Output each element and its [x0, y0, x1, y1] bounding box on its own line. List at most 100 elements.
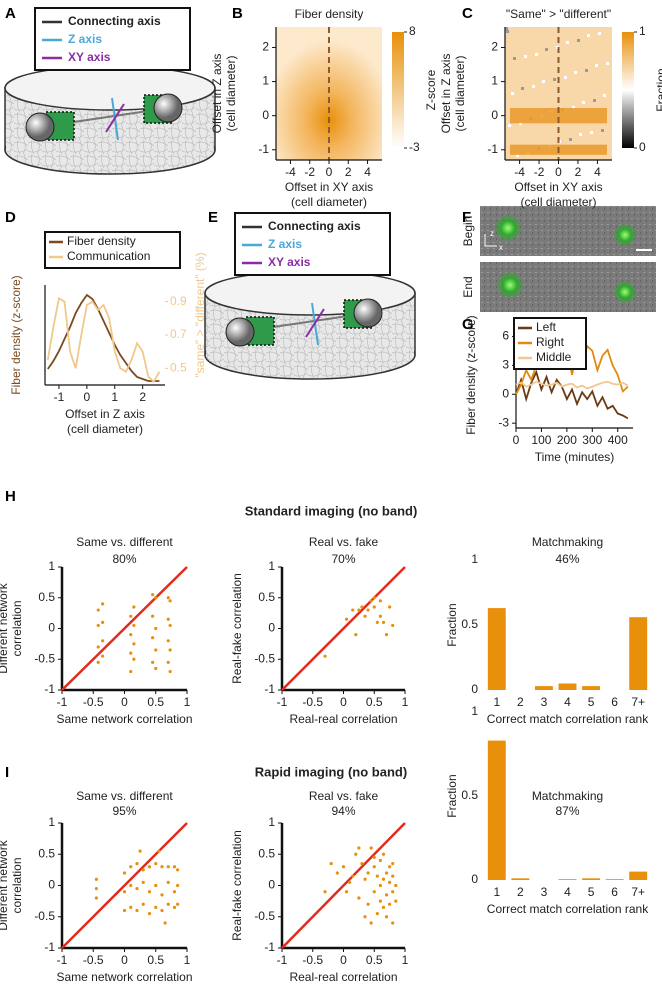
chart-subtitle: 95%: [112, 804, 136, 818]
y-tick-label: -1: [264, 940, 275, 954]
point: [323, 890, 327, 894]
heatmap-noise: [593, 99, 596, 102]
x-tick-label: -0.5: [302, 953, 323, 967]
x-tick-label: -0.5: [83, 695, 104, 709]
point: [94, 896, 98, 900]
point: [351, 608, 355, 612]
chart-subtitle: 46%: [555, 552, 579, 566]
heatmap-noise: [595, 64, 598, 67]
legend-label: Middle: [536, 350, 572, 364]
point: [168, 669, 172, 674]
point: [129, 651, 133, 655]
chart-subtitle: 87%: [555, 804, 579, 818]
line-series: [515, 369, 629, 420]
chart-title: Same vs. different: [76, 789, 173, 803]
point: [141, 880, 145, 884]
bar: [487, 740, 506, 880]
legend-box: [44, 231, 181, 269]
heatmap-noise: [553, 78, 556, 81]
x-tick-label: 3: [541, 885, 548, 899]
y-tick-label: 0: [48, 878, 55, 892]
x-axis-label: Correct match correlation rank: [487, 712, 649, 726]
point: [101, 602, 105, 606]
point: [163, 921, 167, 925]
chart-subtitle: 70%: [331, 552, 355, 566]
y2-axis-label: "same" > "different" (%): [193, 252, 207, 377]
x-axis-label: Real-real correlation: [289, 970, 397, 984]
point: [166, 639, 170, 643]
point: [147, 912, 152, 916]
y-axis-label: (cell diameter): [224, 55, 238, 131]
x-tick-label: 0.5: [366, 953, 383, 967]
chart-title: Real vs. fake: [309, 789, 379, 803]
point: [357, 896, 361, 900]
axes-glyph: [484, 234, 497, 247]
point: [335, 871, 339, 875]
point: [384, 633, 389, 637]
legend-label: XY axis: [68, 50, 111, 64]
point: [129, 865, 133, 869]
x-tick-label: -0.5: [83, 953, 104, 967]
y-tick-label: -0.5: [34, 651, 55, 665]
legend-label: Connecting axis: [268, 219, 361, 233]
point: [372, 865, 376, 869]
point: [172, 865, 177, 869]
x-tick-label: 1: [493, 695, 500, 709]
point: [369, 846, 373, 850]
y-tick-label: -0.5: [254, 651, 275, 665]
x-tick-label: 6: [611, 695, 618, 709]
point: [151, 660, 155, 664]
section-title: Standard imaging (no band): [245, 503, 418, 518]
heatmap-noise: [513, 57, 516, 60]
bar: [582, 878, 601, 880]
y-tick-label: 0: [491, 108, 498, 122]
point: [378, 899, 382, 903]
y-tick-label: 2: [491, 40, 498, 54]
point: [129, 633, 133, 637]
point: [147, 890, 152, 894]
point: [360, 862, 364, 866]
point: [129, 669, 133, 674]
y-tick-label: -1: [487, 142, 498, 156]
point: [160, 893, 164, 897]
y-tick-label: 2: [262, 40, 269, 54]
bar: [534, 686, 553, 690]
heatmap-noise: [535, 53, 538, 56]
y2-tick-label: 0.7: [170, 327, 187, 341]
point: [129, 614, 133, 618]
axis-glyph-label: x: [499, 243, 503, 252]
y-tick-label: -0.5: [254, 909, 275, 923]
legend-label: Left: [536, 320, 557, 334]
legend-label: Z axis: [68, 32, 102, 46]
x-tick-label: -2: [534, 165, 545, 179]
legend-label: Right: [536, 335, 565, 349]
x-tick-label: -0.5: [302, 695, 323, 709]
x-axis-label: Same network correlation: [56, 712, 192, 726]
point: [378, 599, 382, 603]
heatmap-noise: [601, 129, 604, 132]
bar: [558, 879, 577, 880]
heatmap-noise: [585, 69, 588, 72]
diagonal: [281, 566, 406, 691]
point: [384, 893, 389, 897]
colorbar-label: Fraction: [654, 68, 662, 111]
line-series: [47, 293, 160, 382]
heatmap-noise: [508, 124, 511, 127]
x-axis-label: Offset in XY axis: [285, 180, 373, 194]
x-axis-label: (cell diameter): [67, 422, 143, 436]
x-tick-label: 2: [345, 165, 352, 179]
chart-title: Real vs. fake: [309, 535, 379, 549]
cell-fluorescence: [494, 214, 522, 242]
point: [154, 883, 158, 888]
point: [388, 880, 392, 884]
point: [375, 874, 379, 878]
heatmap-noise: [545, 48, 548, 51]
point: [135, 862, 139, 866]
point: [381, 905, 386, 909]
bar: [558, 683, 577, 690]
y-tick-label: 1: [48, 815, 55, 829]
heatmap-noise: [511, 92, 514, 95]
point: [138, 849, 142, 853]
